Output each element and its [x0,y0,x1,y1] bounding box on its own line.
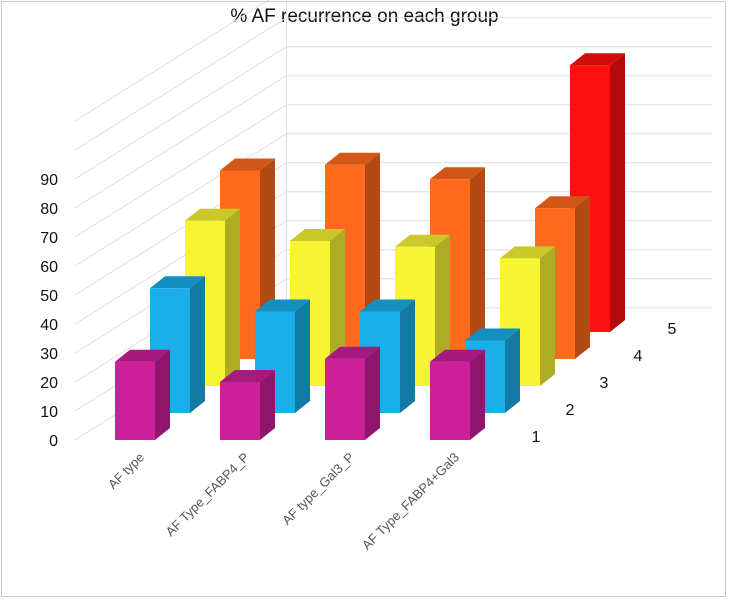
bar-side [190,276,205,413]
bar-side [225,208,240,386]
bar-side [505,328,520,413]
bar-top [325,346,380,359]
bar-side [540,246,555,386]
bar-top [115,349,170,362]
y-tick-label: 40 [40,317,58,334]
bar-top [360,299,415,312]
bar-top [220,158,275,171]
bar-side [400,299,415,413]
bar-side [470,167,485,359]
x-tick-label: AF type_Gal3_P [279,450,357,528]
y-tick-label: 70 [40,230,58,247]
bar-side [295,299,310,413]
bar-1-2 [325,346,380,440]
bar-front [325,358,365,440]
bar-front [430,361,470,440]
x-tick-label: AF type [105,450,147,492]
y-tick-label: 90 [40,172,58,189]
bar-1-1 [220,370,275,440]
bar-top [220,370,275,382]
bar-side [365,346,380,440]
bar-top [150,276,205,289]
bar-front [115,361,155,440]
y-tick-label: 20 [40,375,58,392]
chart-title: % AF recurrence on each group [230,6,499,27]
depth-tick-label: 3 [600,375,609,392]
y-tick-label: 80 [40,201,58,218]
bar-1-0 [115,349,170,440]
y-tick-label: 10 [40,404,58,421]
x-tick-label: AF Type_FABP4_P [162,450,252,540]
x-tick-label: AF Type_FABP4+Gal3 [359,450,462,553]
bar-side [155,349,170,440]
bar-side [330,229,345,386]
bar-side [435,234,450,386]
gridline [74,0,270,122]
y-tick-label: 60 [40,259,58,276]
bar-side [260,370,275,440]
depth-tick-label: 5 [668,321,677,338]
bar-top [570,53,625,66]
bar-top [395,234,450,247]
bar-front [220,382,260,440]
bar-top [465,328,520,341]
bar-top [290,229,345,241]
depth-tick-label: 4 [634,348,643,365]
bar-top [500,246,555,259]
y-tick-label: 0 [49,433,58,450]
bar-side [610,53,625,332]
depth-tick-label: 1 [532,429,541,446]
bar-side [470,349,485,440]
y-tick-label: 30 [40,346,58,363]
bar-top [325,152,380,165]
bar-top [185,208,240,221]
bar-top [430,167,485,180]
bar-1-3 [430,349,485,440]
bar-side [575,196,590,359]
depth-tick-label: 2 [566,402,575,419]
bar-top [255,299,310,312]
bar-top [430,349,485,362]
y-tick-label: 50 [40,288,58,305]
bar-top [535,196,590,209]
